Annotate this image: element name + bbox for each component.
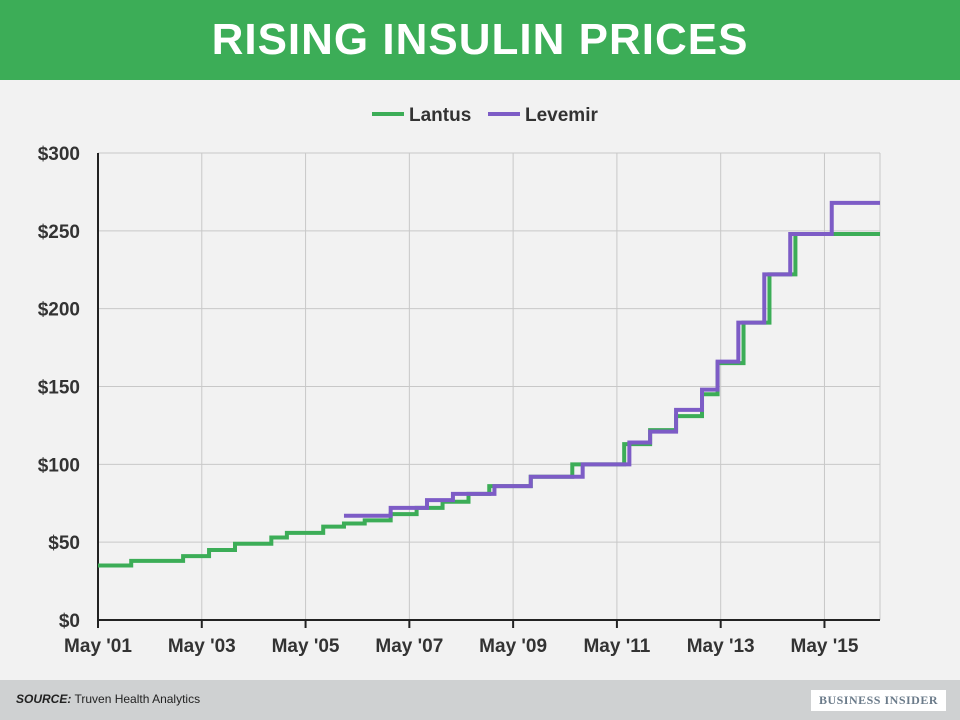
legend-label-levemir: Levemir <box>525 105 598 126</box>
x-tick-label: May '05 <box>272 636 340 657</box>
y-tick-label: $50 <box>48 533 80 554</box>
y-tick-label: $300 <box>38 144 80 165</box>
chart-area: $0 $50 $100 $150 $200 $250 $300 May '01 May '03 M… <box>0 80 960 680</box>
footer: SOURCE: Truven Health Analytics BUSINESS… <box>0 680 960 720</box>
y-tick-label: $150 <box>38 378 80 399</box>
legend-label-lantus: Lantus <box>409 105 471 126</box>
x-tick-label: May '15 <box>791 636 859 657</box>
chart-title: RISING INSULIN PRICES <box>211 15 749 64</box>
business-insider-logo: BUSINESS INSIDER <box>810 690 946 711</box>
x-tick-label: May '11 <box>583 636 650 657</box>
x-tick-label: May '07 <box>375 636 443 657</box>
y-tick-label: $100 <box>38 455 80 476</box>
x-tick-label: May '03 <box>168 636 236 657</box>
source-note: SOURCE: Truven Health Analytics <box>16 692 200 706</box>
x-tick-label: May '09 <box>479 636 547 657</box>
series-line-lantus <box>98 231 880 568</box>
x-tick-label: May '13 <box>687 636 755 657</box>
x-tick-label: May '01 <box>64 636 132 657</box>
series-line-levemir <box>343 200 880 518</box>
source-label: SOURCE: <box>16 692 72 706</box>
source-text: Truven Health Analytics <box>74 692 201 706</box>
y-tick-label: $250 <box>38 222 80 243</box>
insulin-price-chart: $0 $50 $100 $150 $200 $250 $300 May '01 May '03 M… <box>38 105 881 657</box>
y-tick-label: $0 <box>59 611 80 632</box>
y-tick-label: $200 <box>38 300 80 321</box>
title-banner: RISING INSULIN PRICES <box>0 0 960 80</box>
